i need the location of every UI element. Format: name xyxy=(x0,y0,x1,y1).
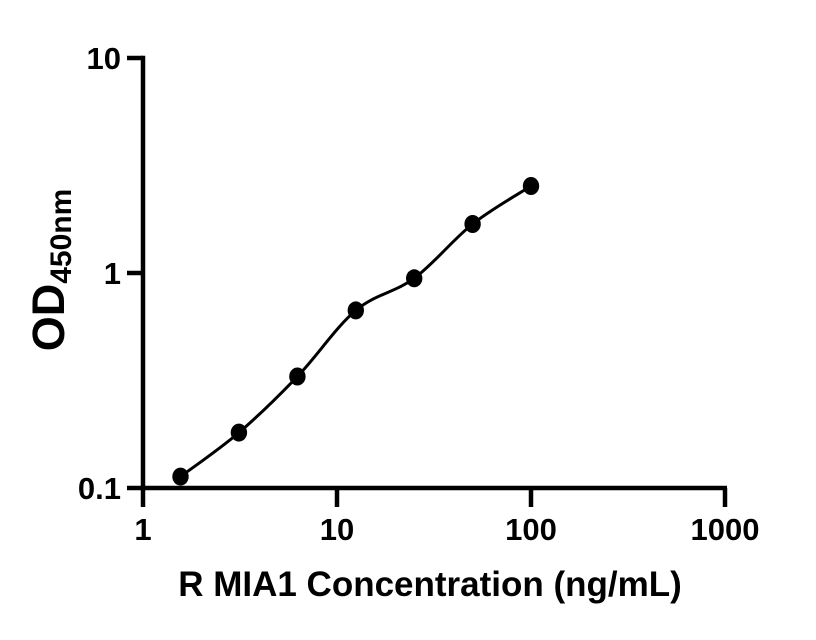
x-tick-label: 100 xyxy=(505,512,557,547)
x-axis-ticks: 1 10 100 1000 xyxy=(134,488,759,547)
data-point xyxy=(172,467,189,486)
data-point xyxy=(230,423,248,442)
data-point xyxy=(522,177,540,195)
y-tick-label: 1 xyxy=(104,256,121,291)
data-point xyxy=(347,301,364,320)
x-tick-label: 1 xyxy=(134,512,151,547)
x-tick-label: 10 xyxy=(320,512,354,547)
y-axis-title: OD450nm xyxy=(23,189,78,352)
y-axis-ticks: 0.1 1 10 xyxy=(78,41,143,506)
data-point-layer xyxy=(172,177,540,486)
data-point xyxy=(464,215,481,233)
x-axis-title: R MIA1 Concentration (ng/mL) xyxy=(178,565,682,604)
x-tick-label: 1000 xyxy=(691,512,760,547)
y-tick-label: 10 xyxy=(87,41,121,76)
data-point xyxy=(289,367,306,386)
y-axis-title-subscript: 450nm xyxy=(45,189,78,284)
y-tick-label: 0.1 xyxy=(78,471,121,506)
y-axis-title-main: OD xyxy=(23,284,74,352)
data-point xyxy=(406,269,423,288)
